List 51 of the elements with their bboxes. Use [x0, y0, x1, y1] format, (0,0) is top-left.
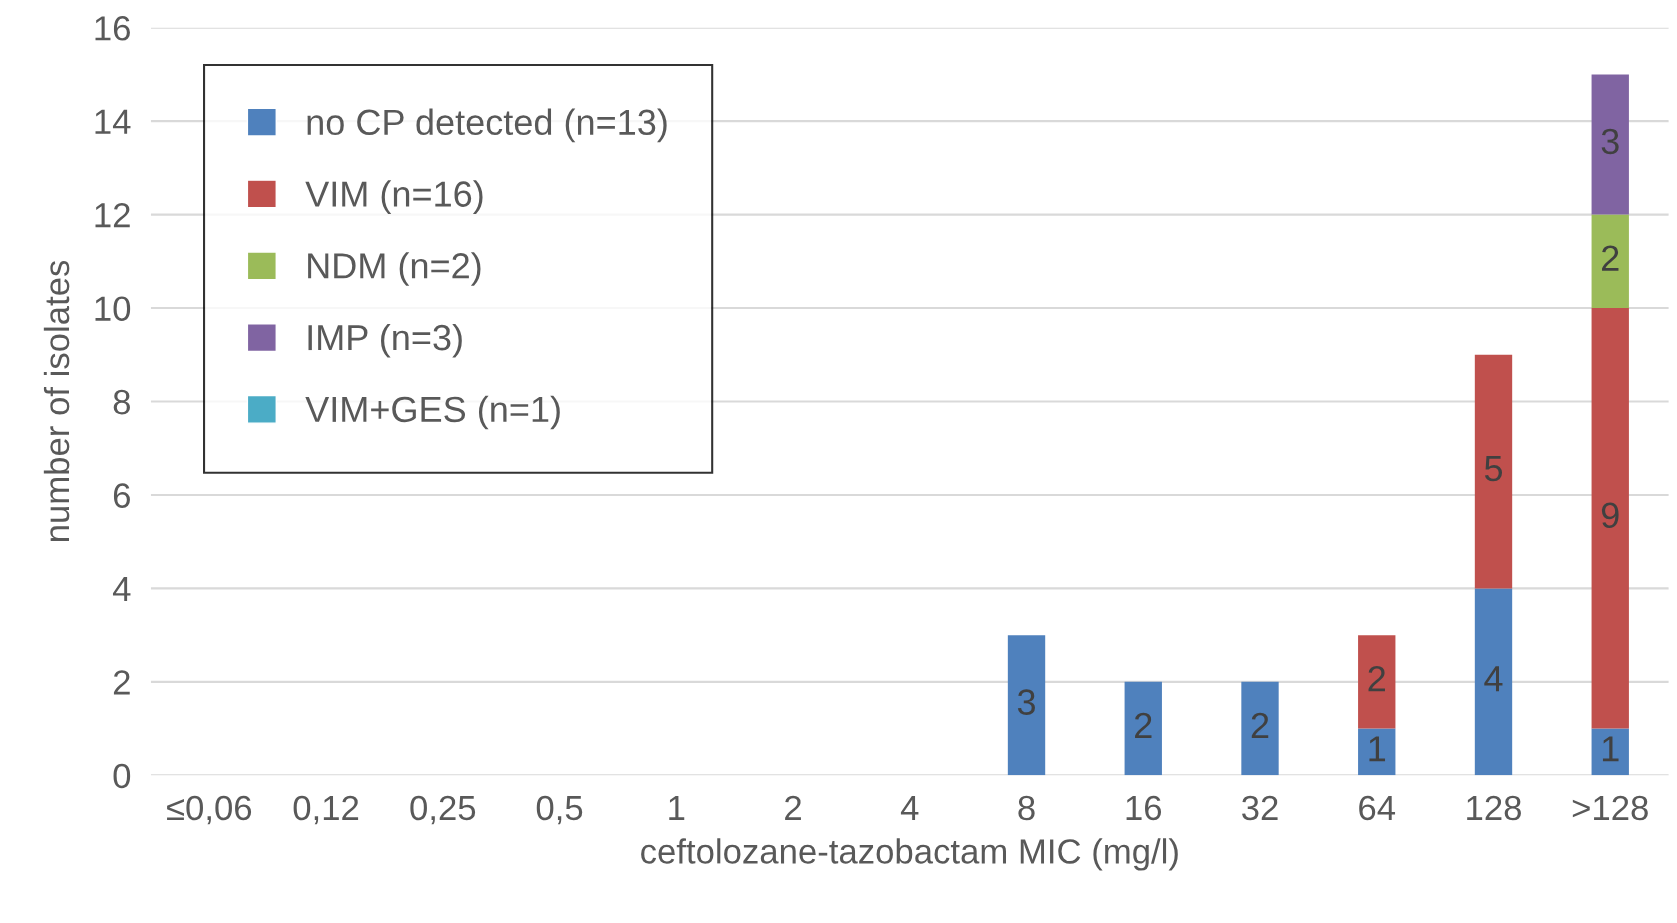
data-label: 1 — [1369, 736, 1386, 762]
y-tick-label: 16 — [95, 16, 130, 41]
data-label: 2 — [1135, 712, 1152, 738]
y-tick-label: 12 — [95, 202, 130, 228]
y-tick-label: 0 — [113, 763, 131, 789]
data-label: 3 — [1601, 128, 1619, 155]
data-label: 2 — [1251, 712, 1269, 738]
x-tick-label: 0,25 — [410, 795, 476, 825]
bar — [1591, 308, 1629, 729]
x-tick-label: 32 — [1242, 795, 1278, 821]
x-tick-label: 0,5 — [536, 795, 583, 825]
legend-label: NDM (n=2) — [308, 252, 481, 286]
bar — [1474, 354, 1513, 589]
y-tick-label: 4 — [112, 577, 131, 601]
bar — [1358, 728, 1396, 776]
bar — [1474, 588, 1513, 776]
legend-label: no CP detected (n=13) — [307, 108, 667, 143]
legend-label: VIM+GES (n=1) — [305, 395, 560, 430]
data-label: 4 — [1484, 666, 1503, 692]
bar — [1007, 635, 1046, 776]
x-tick-label: >128 — [1572, 795, 1648, 821]
data-label: 5 — [1484, 456, 1503, 482]
data-label: 2 — [1368, 665, 1385, 692]
x-tick-label: 2 — [785, 795, 801, 820]
x-tick-label: 16 — [1126, 795, 1162, 821]
y-axis-title: number of isolates — [43, 260, 70, 542]
bar — [1591, 214, 1629, 309]
x-axis-title: ceftolozane-tazobactam MIC (mg/l) — [641, 838, 1178, 871]
x-tick-label: ≤0,06 — [167, 795, 252, 825]
legend-label: VIM (n=16) — [305, 180, 483, 215]
bar — [1358, 635, 1396, 729]
x-tick-label: 1 — [669, 796, 685, 820]
bar — [1124, 681, 1162, 776]
legend-label: IMP (n=3) — [308, 323, 462, 358]
y-tick-label: 2 — [113, 670, 130, 695]
data-label: 2 — [1602, 245, 1619, 271]
bar — [1591, 728, 1629, 776]
data-label: 1 — [1602, 736, 1619, 762]
x-tick-label: 8 — [1018, 795, 1035, 821]
bar — [1241, 681, 1279, 776]
x-tick-label: 0,12 — [293, 795, 359, 825]
data-label: 3 — [1017, 689, 1035, 715]
y-tick-label: 14 — [95, 109, 131, 134]
y-tick-label: 10 — [95, 296, 131, 321]
x-tick-label: 128 — [1467, 795, 1521, 821]
y-tick-label: 8 — [113, 389, 130, 415]
y-tick-label: 6 — [113, 483, 130, 508]
x-tick-label: 4 — [900, 796, 919, 820]
data-label: 9 — [1601, 502, 1619, 529]
bar — [1591, 74, 1629, 215]
x-tick-label: 64 — [1359, 795, 1396, 821]
